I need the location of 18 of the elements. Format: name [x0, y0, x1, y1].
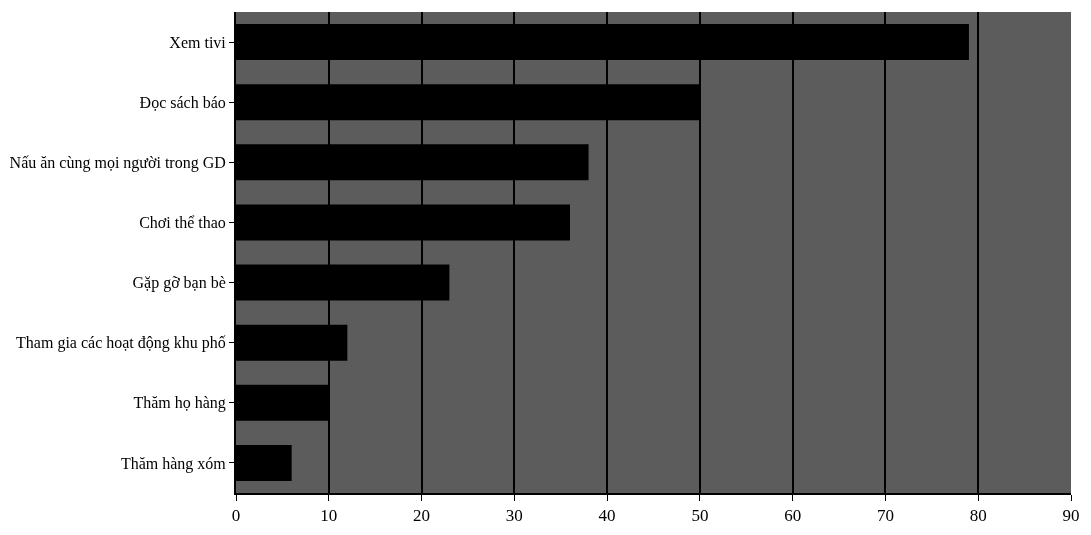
x-tick-label: 80 [969, 506, 987, 526]
y-tick-label: Xem tivi [169, 33, 227, 51]
x-tick-label: 60 [784, 506, 802, 526]
x-tick-label: 20 [413, 506, 431, 526]
x-tick-label: 40 [598, 506, 616, 526]
y-tick-label: Nấu ăn cùng mọi người trong GD [9, 153, 226, 172]
x-tick-label: 50 [691, 506, 709, 526]
y-tick-label: Tham gia các hoạt động khu phố [16, 334, 226, 353]
x-tick-label: 0 [231, 506, 241, 526]
y-tick-label: Đọc sách báo [139, 93, 226, 111]
x-tick-label: 10 [320, 506, 338, 526]
y-tick-label: Thăm hàng xóm [120, 454, 227, 473]
y-tick-label: Chơi thể thao [139, 214, 226, 232]
x-tick-label: 70 [876, 506, 894, 526]
x-tick-label: 30 [505, 506, 523, 526]
y-tick-label: Thăm họ hàng [133, 394, 226, 413]
x-tick-label: 90 [1062, 506, 1080, 526]
y-tick-label: Gặp gỡ bạn bè [132, 274, 226, 293]
